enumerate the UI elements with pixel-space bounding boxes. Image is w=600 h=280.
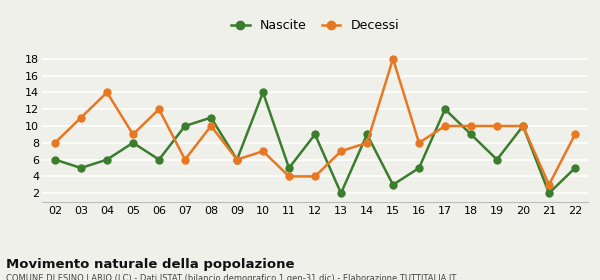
Nascite: [52, 158, 59, 161]
Line: Decessi: Decessi: [52, 55, 578, 188]
Decessi: [52, 141, 59, 144]
Nascite: [571, 166, 578, 170]
Nascite: [155, 158, 163, 161]
Text: COMUNE DI ESINO LARIO (LC) - Dati ISTAT (bilancio demografico 1 gen-31 dic) - El: COMUNE DI ESINO LARIO (LC) - Dati ISTAT …: [6, 274, 457, 280]
Nascite: [520, 124, 527, 128]
Decessi: [520, 124, 527, 128]
Nascite: [103, 158, 110, 161]
Nascite: [493, 158, 500, 161]
Nascite: [545, 192, 553, 195]
Nascite: [442, 108, 449, 111]
Decessi: [493, 124, 500, 128]
Nascite: [389, 183, 397, 186]
Decessi: [442, 124, 449, 128]
Nascite: [130, 141, 137, 144]
Decessi: [155, 108, 163, 111]
Legend: Nascite, Decessi: Nascite, Decessi: [226, 14, 404, 37]
Decessi: [259, 150, 266, 153]
Decessi: [415, 141, 422, 144]
Decessi: [181, 158, 188, 161]
Nascite: [208, 116, 215, 119]
Decessi: [337, 150, 344, 153]
Nascite: [286, 166, 293, 170]
Nascite: [467, 133, 475, 136]
Decessi: [467, 124, 475, 128]
Decessi: [103, 91, 110, 94]
Text: Movimento naturale della popolazione: Movimento naturale della popolazione: [6, 258, 295, 270]
Nascite: [364, 133, 371, 136]
Nascite: [337, 192, 344, 195]
Decessi: [208, 124, 215, 128]
Nascite: [233, 158, 241, 161]
Decessi: [364, 141, 371, 144]
Decessi: [286, 175, 293, 178]
Nascite: [311, 133, 319, 136]
Decessi: [545, 183, 553, 186]
Decessi: [311, 175, 319, 178]
Nascite: [415, 166, 422, 170]
Decessi: [571, 133, 578, 136]
Decessi: [233, 158, 241, 161]
Decessi: [77, 116, 85, 119]
Decessi: [130, 133, 137, 136]
Nascite: [77, 166, 85, 170]
Nascite: [259, 91, 266, 94]
Nascite: [181, 124, 188, 128]
Decessi: [389, 57, 397, 60]
Line: Nascite: Nascite: [52, 89, 578, 197]
